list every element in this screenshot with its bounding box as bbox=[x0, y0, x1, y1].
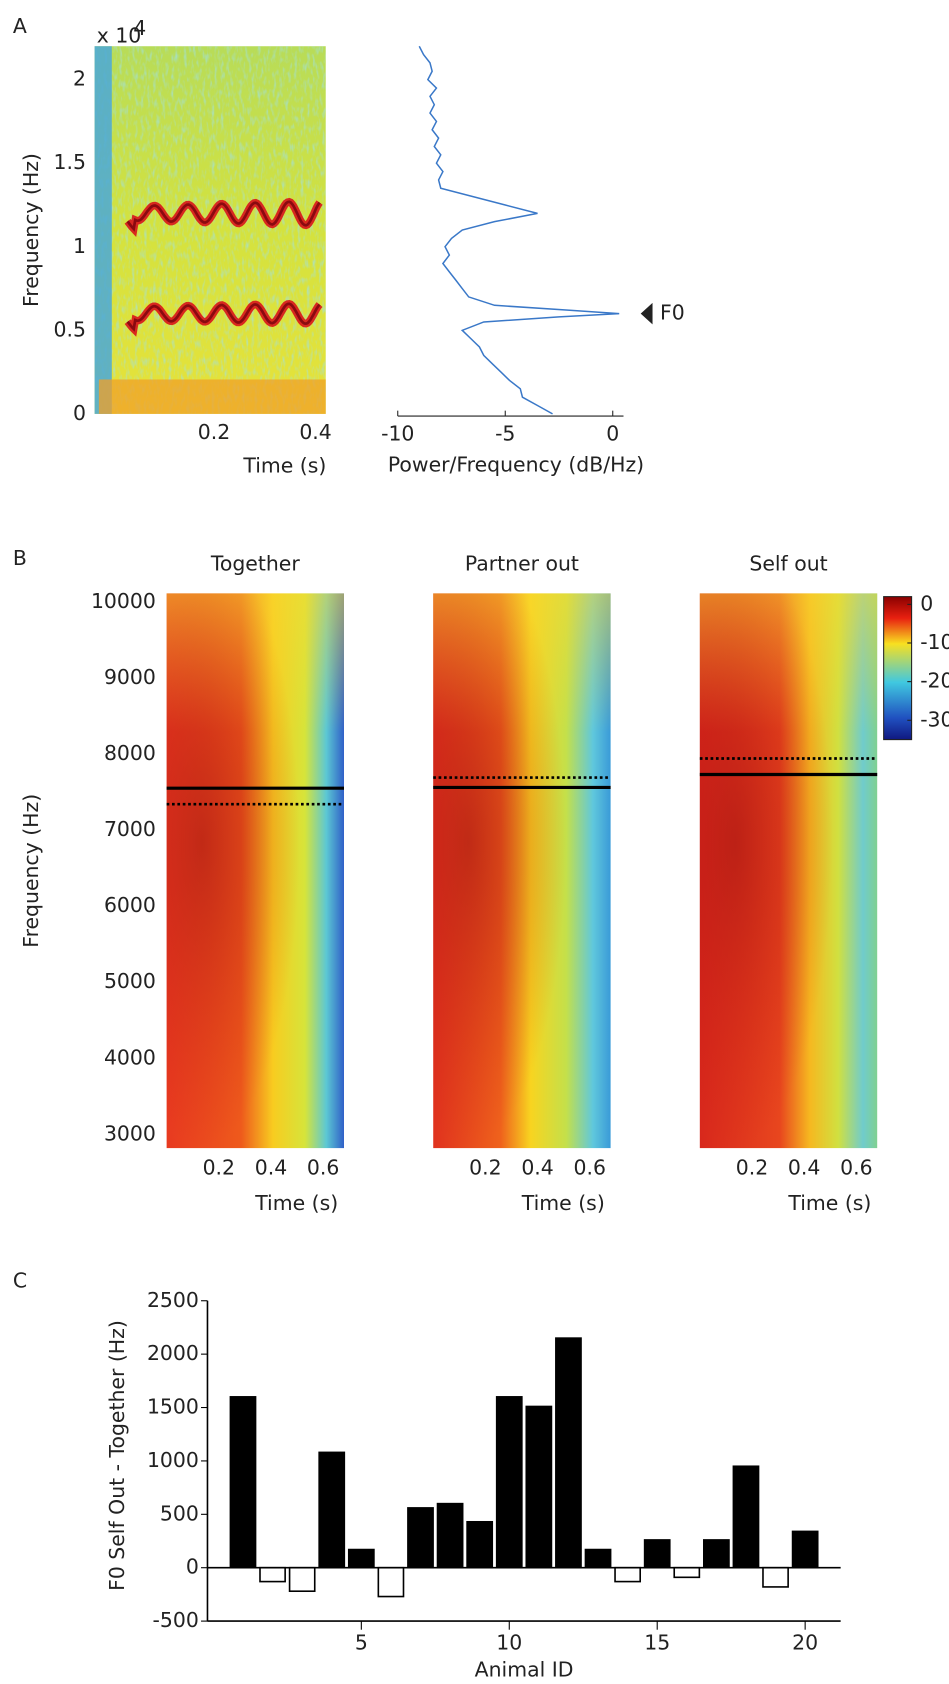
x-tick-label: 0.2 bbox=[203, 1156, 235, 1180]
y-scale-exponent: 4 bbox=[133, 16, 146, 40]
x-tick-label: 15 bbox=[644, 1631, 670, 1655]
y-axis-label: F0 Self Out - Together (Hz) bbox=[105, 1320, 129, 1591]
x-tick-label: 0.6 bbox=[840, 1156, 872, 1180]
y-tick-label: 500 bbox=[160, 1501, 199, 1525]
x-tick-label: 0.4 bbox=[299, 420, 331, 444]
bar bbox=[288, 1566, 316, 1593]
y-tick-label: 5000 bbox=[104, 969, 156, 993]
y-tick-label: 8000 bbox=[104, 741, 156, 765]
x-axis-label: Time (s) bbox=[521, 1191, 605, 1215]
bar bbox=[555, 1337, 582, 1569]
y-tick-label: 1 bbox=[73, 234, 86, 258]
annotation-arrow bbox=[640, 302, 653, 325]
x-tick-label: 0.2 bbox=[736, 1156, 768, 1180]
x-tick-label: 20 bbox=[792, 1631, 818, 1655]
bar bbox=[436, 1502, 464, 1569]
spectrum-line bbox=[418, 45, 620, 415]
x-tick-label: 0.2 bbox=[198, 420, 230, 444]
x-tick-label: -5 bbox=[495, 421, 515, 445]
colorbar-tick-label: -10 bbox=[920, 630, 949, 654]
x-tick-label: -10 bbox=[381, 421, 414, 445]
y-scale-label: x 10 bbox=[97, 24, 142, 48]
bar bbox=[643, 1539, 671, 1569]
x-tick-label: 10 bbox=[496, 1631, 522, 1655]
panel-title: Partner out bbox=[465, 551, 579, 575]
y-tick-label: 0 bbox=[73, 401, 86, 425]
bar bbox=[762, 1566, 789, 1588]
figure-body: A 0 0.5 1 1.5 2 0.2 0.4 Time (s) Frequency (Hz) x … bbox=[13, 14, 949, 1682]
y-tick-label: 0 bbox=[186, 1555, 199, 1579]
bar bbox=[259, 1566, 286, 1583]
silence-strip bbox=[94, 46, 112, 414]
panel-letter: C bbox=[13, 1268, 27, 1292]
panel-title: Self out bbox=[749, 551, 827, 575]
x-tick-label: 0.6 bbox=[307, 1156, 339, 1180]
y-tick-label: 1500 bbox=[147, 1395, 199, 1419]
bar bbox=[318, 1451, 346, 1569]
bar bbox=[791, 1530, 819, 1569]
spectrogram-texture bbox=[94, 46, 326, 414]
y-tick-label: 6000 bbox=[104, 893, 156, 917]
bar bbox=[614, 1566, 642, 1583]
bar bbox=[584, 1548, 612, 1569]
heatmap-core bbox=[166, 593, 344, 1149]
x-tick-label: 0.4 bbox=[788, 1156, 820, 1180]
colorbar-tick-label: -20 bbox=[920, 669, 949, 693]
x-axis-label: Time (s) bbox=[254, 1191, 338, 1215]
x-tick-label: 0.2 bbox=[469, 1156, 501, 1180]
y-tick-label: 4000 bbox=[104, 1045, 156, 1069]
y-axis-label: Frequency (Hz) bbox=[19, 794, 43, 948]
x-tick-label: 5 bbox=[355, 1631, 368, 1655]
y-tick-label: -500 bbox=[153, 1608, 199, 1632]
x-tick-label: 0 bbox=[606, 421, 619, 445]
bar bbox=[377, 1566, 405, 1598]
y-tick-label: 2500 bbox=[147, 1288, 199, 1312]
low-band bbox=[98, 379, 326, 414]
panel-letter: A bbox=[13, 14, 27, 38]
y-tick-label: 2000 bbox=[147, 1341, 199, 1365]
y-tick-label: 1.5 bbox=[54, 150, 86, 174]
bar bbox=[466, 1520, 494, 1569]
x-tick-label: 0.4 bbox=[521, 1156, 553, 1180]
bar bbox=[673, 1566, 701, 1579]
x-tick-label: 0.6 bbox=[574, 1156, 606, 1180]
bar bbox=[525, 1405, 553, 1569]
harmonic-core bbox=[126, 200, 321, 232]
colorbar-tick-label: -30 bbox=[920, 707, 949, 731]
x-axis-label: Power/Frequency (dB/Hz) bbox=[388, 452, 644, 476]
bar bbox=[407, 1507, 434, 1569]
harmonic-core bbox=[126, 302, 321, 332]
annotation-label: F0 bbox=[660, 301, 685, 325]
bar bbox=[732, 1465, 760, 1569]
bar bbox=[229, 1396, 257, 1569]
colorbar bbox=[883, 596, 913, 741]
y-tick-label: 7000 bbox=[104, 817, 156, 841]
y-tick-label: 9000 bbox=[104, 665, 156, 689]
heatmap-core bbox=[699, 593, 878, 1149]
bar bbox=[703, 1539, 730, 1569]
colorbar-tick-label: 0 bbox=[920, 591, 933, 615]
panel-letter: B bbox=[13, 546, 27, 570]
y-tick-label: 10000 bbox=[91, 589, 156, 613]
y-tick-label: 1000 bbox=[147, 1448, 199, 1472]
y-axis-label: Frequency (Hz) bbox=[19, 153, 43, 307]
bar bbox=[347, 1548, 375, 1569]
y-tick-label: 2 bbox=[73, 67, 86, 91]
x-tick-label: 0.4 bbox=[255, 1156, 287, 1180]
x-axis-label: Time (s) bbox=[787, 1191, 871, 1215]
bar bbox=[495, 1396, 523, 1569]
y-tick-label: 0.5 bbox=[54, 317, 86, 341]
x-axis-label: Animal ID bbox=[475, 1658, 574, 1682]
heatmap-core bbox=[433, 593, 611, 1149]
panel-title: Together bbox=[210, 551, 300, 575]
x-axis-label: Time (s) bbox=[242, 454, 326, 478]
y-tick-label: 3000 bbox=[104, 1121, 156, 1145]
